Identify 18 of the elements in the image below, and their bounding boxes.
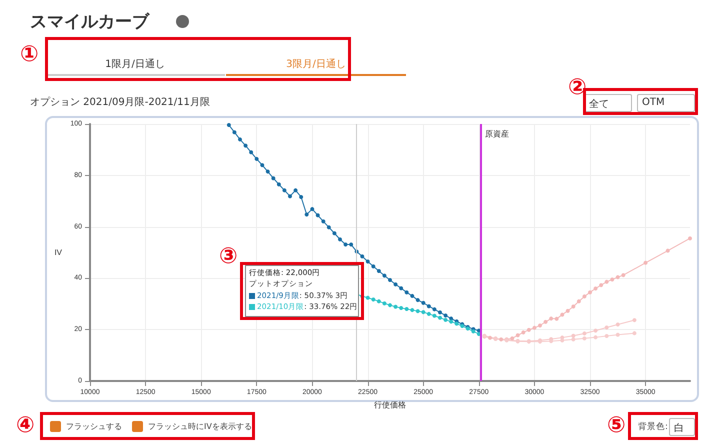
text: ④ [16, 413, 35, 438]
text: 1限月/日通し [104, 58, 166, 71]
x-axis-title: 行使価格 [374, 400, 406, 410]
text: 背景色: [638, 421, 668, 433]
text: ① [20, 42, 39, 67]
text: フラッシュ時にIVを表示する [148, 420, 252, 432]
text: ⑤ [607, 413, 626, 438]
chart-subtitle: オプション 2021/09月限-2021/11月限 [30, 96, 210, 109]
text: フラッシュする [66, 420, 122, 432]
text: ② [568, 75, 587, 100]
annotation: ③ [219, 244, 238, 269]
text: OTM [637, 94, 695, 112]
text: 全て [589, 99, 609, 110]
text: 白 [669, 418, 695, 436]
y-axis-title: IV [54, 248, 63, 257]
ref-line-label: 原資産 [485, 130, 510, 138]
text: 3限月/日通し [285, 58, 347, 71]
chart-title: スマイルカーブ [30, 11, 149, 33]
